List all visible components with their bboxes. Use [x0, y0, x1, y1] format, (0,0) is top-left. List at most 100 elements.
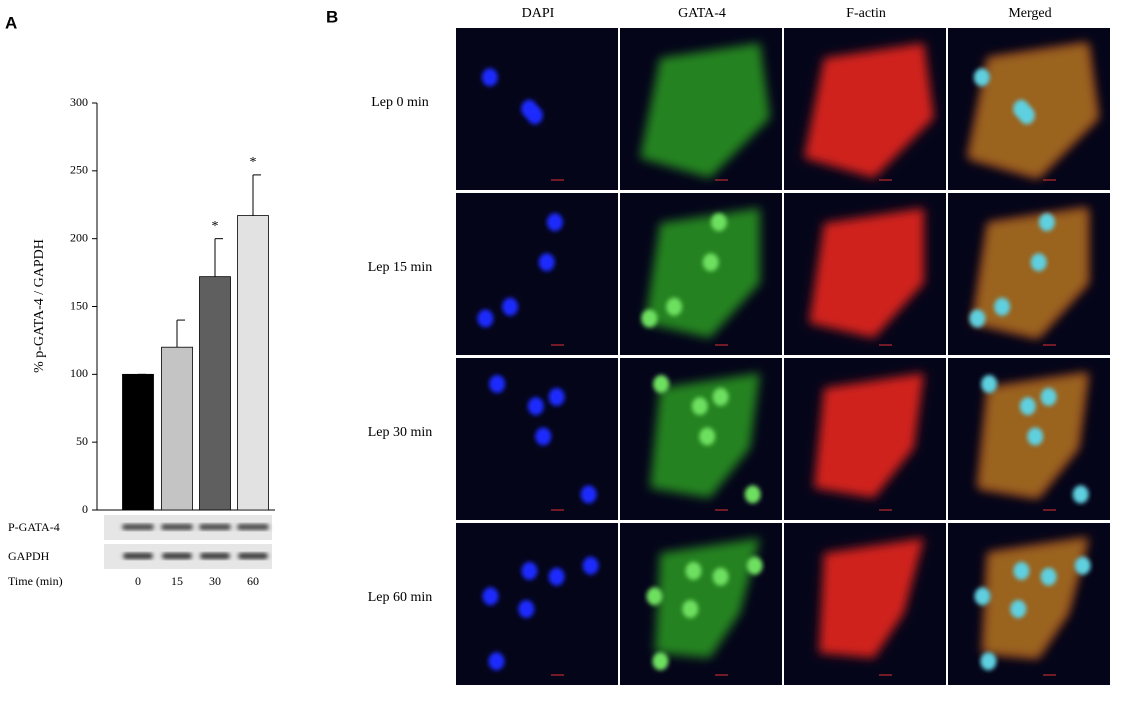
x-tick-label: 30 — [209, 574, 221, 588]
nucleus — [521, 99, 538, 118]
x-tick-label: 60 — [247, 574, 259, 588]
micrograph — [456, 358, 618, 520]
panel-label: A — [5, 13, 17, 32]
column-header: Merged — [1008, 6, 1051, 21]
cell-body — [655, 538, 760, 658]
nucleus — [969, 309, 986, 328]
nucleus — [481, 68, 498, 87]
blot-label: GAPDH — [8, 549, 50, 563]
nucleus — [1038, 213, 1055, 232]
nucleus — [477, 309, 494, 328]
nucleus — [699, 427, 716, 446]
row-label: Lep 60 min — [368, 590, 433, 605]
significance: * — [250, 155, 257, 170]
blot-label: P-GATA-4 — [8, 520, 60, 534]
nucleus — [1019, 397, 1036, 416]
micrograph — [620, 523, 782, 685]
nucleus — [1072, 485, 1089, 504]
nucleus — [682, 600, 699, 619]
nucleus — [746, 556, 763, 575]
blot-band — [199, 524, 231, 530]
nucleus — [482, 587, 499, 606]
x-axis-label: Time (min) — [8, 574, 63, 588]
row-label: Lep 30 min — [368, 425, 433, 440]
nucleus — [974, 587, 991, 606]
nucleus — [1010, 600, 1027, 619]
nucleus — [582, 556, 599, 575]
blot-band — [237, 524, 269, 530]
nucleus — [712, 567, 729, 586]
bar — [161, 346, 193, 511]
column-header: DAPI — [522, 6, 555, 21]
nucleus — [702, 253, 719, 272]
blot-band — [123, 553, 153, 559]
nucleus — [641, 309, 658, 328]
blot-band — [162, 553, 192, 559]
cell-body — [983, 538, 1088, 658]
nucleus — [1030, 253, 1047, 272]
y-tick-label: 250 — [70, 163, 88, 177]
blot-band — [161, 524, 193, 530]
micrograph-bg — [456, 523, 618, 685]
micrograph — [620, 28, 782, 190]
blot-band — [200, 553, 230, 559]
nucleus — [973, 68, 990, 87]
nucleus — [527, 397, 544, 416]
micrograph — [620, 358, 782, 520]
x-tick-label: 15 — [171, 574, 183, 588]
micrograph — [456, 193, 618, 355]
blot-band — [238, 553, 268, 559]
micrograph — [784, 28, 946, 190]
cell-body — [640, 43, 770, 178]
micrograph — [784, 358, 946, 520]
nucleus — [580, 485, 597, 504]
cell-body — [814, 373, 924, 498]
micrograph — [784, 193, 946, 355]
nucleus — [1040, 567, 1057, 586]
nucleus — [652, 652, 669, 671]
nucleus — [1013, 561, 1030, 580]
nucleus — [981, 375, 998, 394]
micrograph — [456, 28, 618, 190]
micrograph — [948, 523, 1110, 685]
cell-body — [804, 43, 934, 178]
nucleus — [1074, 556, 1091, 575]
nucleus — [710, 213, 727, 232]
blot-band — [122, 524, 154, 530]
y-tick-label: 150 — [70, 298, 88, 312]
nucleus — [994, 297, 1011, 316]
nucleus — [518, 600, 535, 619]
y-tick-label: 300 — [70, 95, 88, 109]
bar — [237, 215, 269, 511]
micrograph — [948, 28, 1110, 190]
nucleus — [646, 587, 663, 606]
y-tick-label: 50 — [76, 434, 88, 448]
nucleus — [489, 375, 506, 394]
significance: * — [212, 219, 219, 234]
x-tick-label: 0 — [135, 574, 141, 588]
row-label: Lep 15 min — [368, 260, 433, 275]
micrograph — [948, 193, 1110, 355]
nucleus — [744, 485, 761, 504]
column-header: F-actin — [846, 6, 886, 21]
micrograph — [620, 193, 782, 355]
nucleus — [691, 397, 708, 416]
nucleus — [538, 253, 555, 272]
nucleus — [685, 561, 702, 580]
nucleus — [521, 561, 538, 580]
nucleus — [548, 567, 565, 586]
nucleus — [488, 652, 505, 671]
nucleus — [546, 213, 563, 232]
bar — [122, 373, 154, 511]
nucleus — [1040, 387, 1057, 406]
nucleus — [666, 297, 683, 316]
row-label: Lep 0 min — [371, 95, 429, 110]
bar — [199, 276, 231, 511]
y-tick-label: 100 — [70, 366, 88, 380]
nucleus — [653, 375, 670, 394]
nucleus — [535, 427, 552, 446]
nucleus — [502, 297, 519, 316]
column-header: GATA-4 — [678, 6, 726, 21]
panel-label: B — [326, 7, 338, 26]
